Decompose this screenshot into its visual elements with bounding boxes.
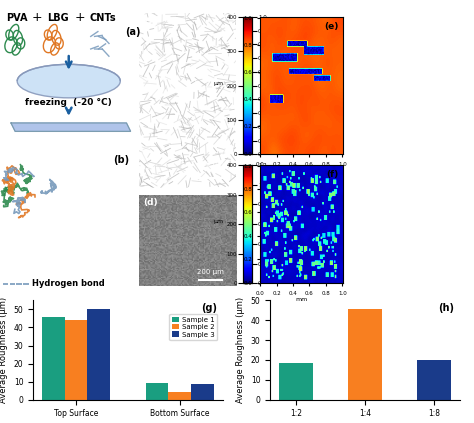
Text: PVA: PVA xyxy=(6,13,27,23)
Bar xyxy=(191,385,214,400)
Text: Hydrogen bond: Hydrogen bond xyxy=(32,279,104,288)
Y-axis label: μm: μm xyxy=(213,219,224,224)
X-axis label: mm: mm xyxy=(295,297,307,302)
Text: (f): (f) xyxy=(326,170,338,179)
Text: (g): (g) xyxy=(201,303,217,313)
X-axis label: mm: mm xyxy=(295,168,307,173)
Bar xyxy=(417,360,451,400)
Ellipse shape xyxy=(17,64,120,98)
Y-axis label: mm: mm xyxy=(270,86,282,91)
Text: (h): (h) xyxy=(438,303,454,313)
Y-axis label: mm: mm xyxy=(270,224,282,229)
Bar xyxy=(64,320,88,400)
Polygon shape xyxy=(11,123,130,131)
Bar xyxy=(348,309,382,400)
Bar xyxy=(88,309,110,400)
Bar xyxy=(168,392,191,400)
Text: (a): (a) xyxy=(126,27,141,37)
Text: 200 μm: 200 μm xyxy=(197,269,224,275)
Legend: Sample 1, Sample 2, Sample 3: Sample 1, Sample 2, Sample 3 xyxy=(169,314,218,340)
Text: (c): (c) xyxy=(143,20,156,29)
Text: (b): (b) xyxy=(113,155,129,165)
Text: +: + xyxy=(32,11,43,24)
Bar xyxy=(42,316,64,400)
Bar xyxy=(279,363,313,400)
Bar xyxy=(146,382,168,400)
Y-axis label: μm: μm xyxy=(213,81,224,86)
Text: freezing  (-20 °C): freezing (-20 °C) xyxy=(25,98,112,107)
Text: +: + xyxy=(74,11,85,24)
Text: (e): (e) xyxy=(324,22,338,31)
Y-axis label: Average Roughness (μm): Average Roughness (μm) xyxy=(236,297,245,403)
Text: LBG: LBG xyxy=(47,13,69,23)
Text: 200 μm: 200 μm xyxy=(197,161,224,167)
Y-axis label: Average Roughness (μm): Average Roughness (μm) xyxy=(0,297,8,403)
Text: (d): (d) xyxy=(143,198,157,207)
Text: CNTs: CNTs xyxy=(90,13,117,23)
